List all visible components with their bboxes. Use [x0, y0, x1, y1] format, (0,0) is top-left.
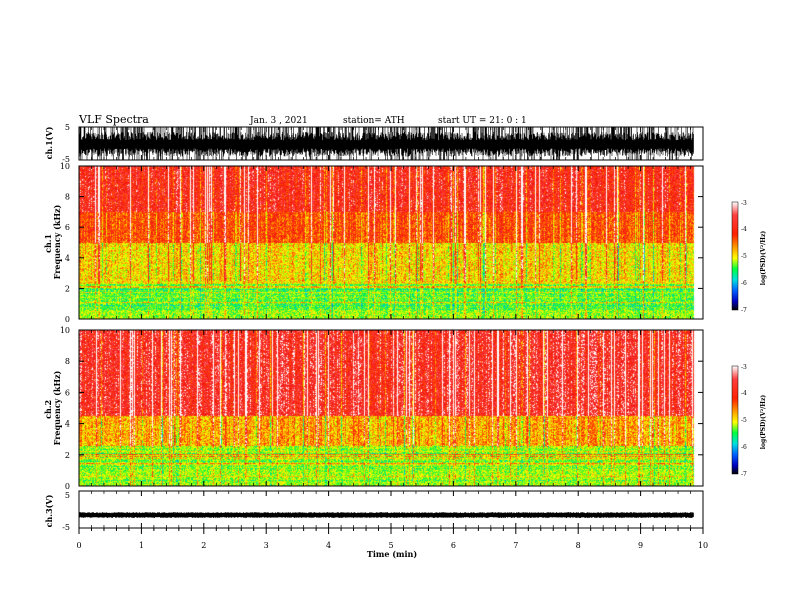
freq-tick-label: 0	[65, 482, 70, 491]
freq-tick-label: 10	[60, 162, 70, 171]
date-label: Jan. 3 , 2021	[249, 116, 308, 126]
ch2-cb-tick-7: -7	[741, 471, 747, 478]
ch1-cb-tick-5: -5	[741, 253, 747, 260]
time-axis-label: Time (min)	[367, 549, 417, 559]
ch1-cb-tick-4: -4	[741, 226, 747, 233]
figure-title: VLF Spectra	[78, 113, 149, 126]
freq-tick-label: 0	[65, 315, 70, 324]
ch1-cb-tick-7: -7	[741, 307, 747, 314]
ch1-colorbar-label: log(PSD)(V²/Hz)	[760, 231, 767, 286]
ch2-cb-tick-3: -3	[741, 364, 747, 371]
ch2-spectrogram-image	[79, 330, 703, 486]
ch2-spectrogram-ylabel: ch.2 Frequency (kHz)	[43, 370, 62, 445]
ch1-waveform-ylabel: ch.1(V)	[44, 126, 54, 159]
time-tick-label: 7	[513, 541, 518, 550]
freq-tick-label: 2	[65, 284, 70, 293]
freq-tick-label: 6	[65, 223, 70, 232]
time-tick-label: 6	[451, 541, 456, 550]
ch1-freq-ticks: 0 2 4 6 8 10	[60, 162, 703, 324]
ch2-colorbar	[731, 365, 739, 475]
time-tick-label: 0	[76, 541, 81, 550]
ch1-spectrogram-panel: 0 2 4 6 8 10 ch.1 Frequency (kHz) -3 -4 -5 -6…	[43, 162, 767, 324]
ch3-waveform-panel: 5 -5 ch.3(V)	[44, 490, 704, 532]
ch3-waveform-line	[78, 512, 694, 518]
ch1-ytick-top: 5	[65, 123, 70, 132]
time-tick-label: 8	[576, 541, 581, 550]
ch2-spectrogram-panel: 0 2 4 6 8 10 ch.2 Frequency (kHz) -3 -4 -5 -6…	[43, 326, 767, 491]
time-tick-label: 5	[388, 541, 393, 550]
ch1-ylabel-line2: Frequency (kHz)	[52, 204, 62, 279]
freq-tick-label: 8	[65, 357, 70, 366]
ch1-spectrogram-ylabel: ch.1 Frequency (kHz)	[43, 204, 62, 279]
ch1-spectrogram-image	[79, 166, 703, 319]
ch1-ytick-bottom: -5	[62, 155, 70, 164]
time-tick-label: 9	[638, 541, 643, 550]
freq-tick-label: 2	[65, 451, 70, 460]
ch2-cb-tick-6: -6	[741, 444, 747, 451]
ch1-waveform-line	[78, 127, 694, 160]
ch2-cb-tick-4: -4	[741, 390, 747, 397]
ch2-freq-ticks: 0 2 4 6 8 10	[60, 326, 703, 491]
ch2-cb-tick-5: -5	[741, 417, 747, 424]
ch2-ylabel-line2: Frequency (kHz)	[52, 370, 62, 445]
ch3-waveform-frame	[78, 490, 704, 529]
time-tick-label: 3	[264, 541, 269, 550]
start-time-label: start UT = 21: 0 : 1	[438, 116, 527, 126]
time-tick-label: 10	[698, 541, 708, 550]
time-axis: 0 1 2 3 4 5 6 7 8 9 10	[76, 127, 708, 550]
freq-tick-label: 6	[65, 388, 70, 397]
ch1-colorbar	[731, 201, 739, 311]
ch1-waveform-panel: 5 -5 ch.1(V)	[44, 123, 704, 164]
freq-tick-label: 4	[65, 254, 70, 263]
station-label: station= ATH	[343, 116, 405, 126]
ch3-ytick-top: 5	[65, 491, 70, 500]
freq-tick-label: 10	[60, 326, 70, 335]
ch1-cb-tick-6: -6	[741, 280, 747, 287]
time-tick-label: 2	[201, 541, 206, 550]
ch2-colorbar-label: log(PSD)(V²/Hz)	[760, 395, 767, 450]
ch1-ylabel-line1: ch.1	[43, 234, 53, 253]
ch3-ytick-bottom: -5	[62, 523, 70, 532]
ch1-cb-tick-3: -3	[741, 200, 747, 207]
freq-tick-label: 4	[65, 420, 70, 429]
time-tick-label: 1	[139, 541, 144, 550]
ch2-ylabel-line1: ch.2	[43, 400, 53, 419]
freq-tick-label: 8	[65, 193, 70, 202]
ch3-waveform-ylabel: ch.3(V)	[44, 494, 54, 527]
ch3-waveform-trace	[78, 512, 694, 518]
time-tick-label: 4	[326, 541, 331, 550]
ch1-waveform-trace	[78, 127, 694, 160]
